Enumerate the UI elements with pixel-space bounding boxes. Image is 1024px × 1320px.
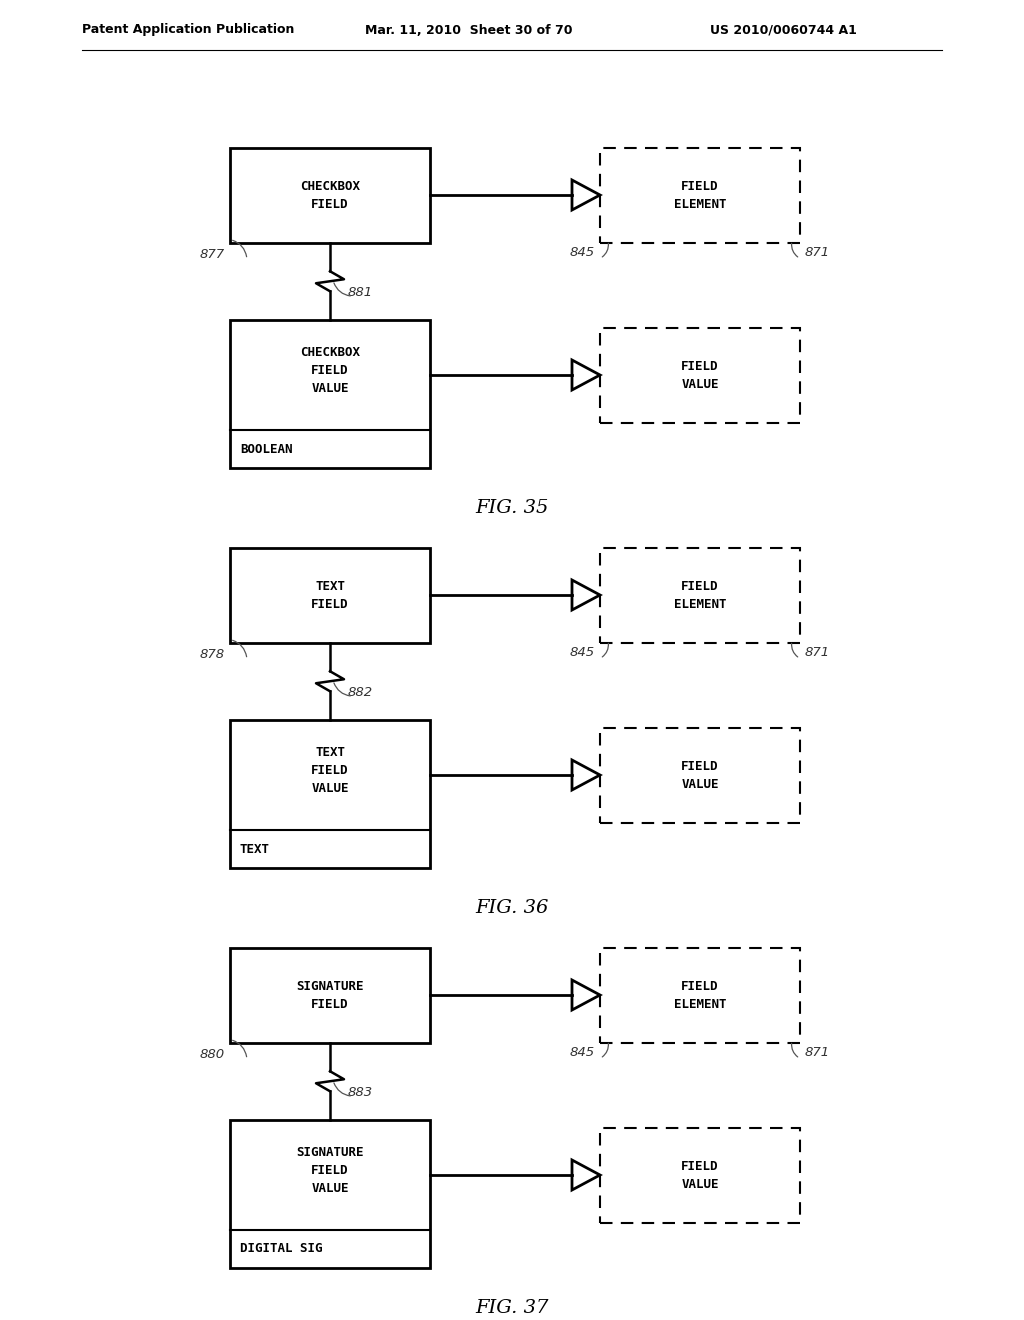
Text: DIGITAL SIG: DIGITAL SIG	[240, 1242, 323, 1255]
Polygon shape	[572, 579, 600, 610]
Text: TEXT
FIELD: TEXT FIELD	[311, 579, 349, 610]
Text: Mar. 11, 2010  Sheet 30 of 70: Mar. 11, 2010 Sheet 30 of 70	[365, 24, 572, 37]
Text: 871: 871	[805, 647, 830, 660]
Text: 880: 880	[200, 1048, 225, 1060]
Text: SIGNATURE
FIELD
VALUE: SIGNATURE FIELD VALUE	[296, 1146, 364, 1195]
Bar	[600, 948, 800, 1043]
Bar	[600, 548, 800, 643]
Bar	[600, 327, 800, 422]
Text: 845: 845	[570, 247, 595, 260]
Text: TEXT
FIELD
VALUE: TEXT FIELD VALUE	[311, 746, 349, 795]
Text: 871: 871	[805, 1047, 830, 1060]
Text: SIGNATURE
FIELD: SIGNATURE FIELD	[296, 979, 364, 1011]
Text: FIG. 36: FIG. 36	[475, 899, 549, 917]
Text: BOOLEAN: BOOLEAN	[240, 442, 293, 455]
Text: 881: 881	[348, 286, 373, 300]
Text: 845: 845	[570, 647, 595, 660]
Text: 882: 882	[348, 686, 373, 700]
Text: US 2010/0060744 A1: US 2010/0060744 A1	[710, 24, 857, 37]
Text: CHECKBOX
FIELD
VALUE: CHECKBOX FIELD VALUE	[300, 346, 360, 395]
Bar	[230, 319, 430, 469]
Text: FIELD
ELEMENT: FIELD ELEMENT	[674, 579, 726, 610]
Text: FIELD
ELEMENT: FIELD ELEMENT	[674, 979, 726, 1011]
Text: FIELD
VALUE: FIELD VALUE	[681, 1159, 719, 1191]
Text: 883: 883	[348, 1086, 373, 1100]
Text: 845: 845	[570, 1047, 595, 1060]
Text: 871: 871	[805, 247, 830, 260]
Bar	[230, 548, 430, 643]
Text: 878: 878	[200, 648, 225, 660]
Bar	[600, 1127, 800, 1222]
Text: 877: 877	[200, 248, 225, 260]
Polygon shape	[572, 180, 600, 210]
Text: CHECKBOX
FIELD: CHECKBOX FIELD	[300, 180, 360, 210]
Bar	[230, 948, 430, 1043]
Polygon shape	[572, 360, 600, 389]
Bar	[230, 148, 430, 243]
Polygon shape	[572, 760, 600, 789]
Text: FIELD
VALUE: FIELD VALUE	[681, 759, 719, 791]
Bar	[600, 148, 800, 243]
Text: FIG. 37: FIG. 37	[475, 1299, 549, 1317]
Polygon shape	[572, 1160, 600, 1191]
Text: FIELD
VALUE: FIELD VALUE	[681, 359, 719, 391]
Bar	[230, 1119, 430, 1269]
Text: FIG. 35: FIG. 35	[475, 499, 549, 517]
Bar	[230, 719, 430, 869]
Text: FIELD
ELEMENT: FIELD ELEMENT	[674, 180, 726, 210]
Polygon shape	[572, 979, 600, 1010]
Text: TEXT: TEXT	[240, 842, 270, 855]
Bar	[600, 727, 800, 822]
Text: Patent Application Publication: Patent Application Publication	[82, 24, 294, 37]
